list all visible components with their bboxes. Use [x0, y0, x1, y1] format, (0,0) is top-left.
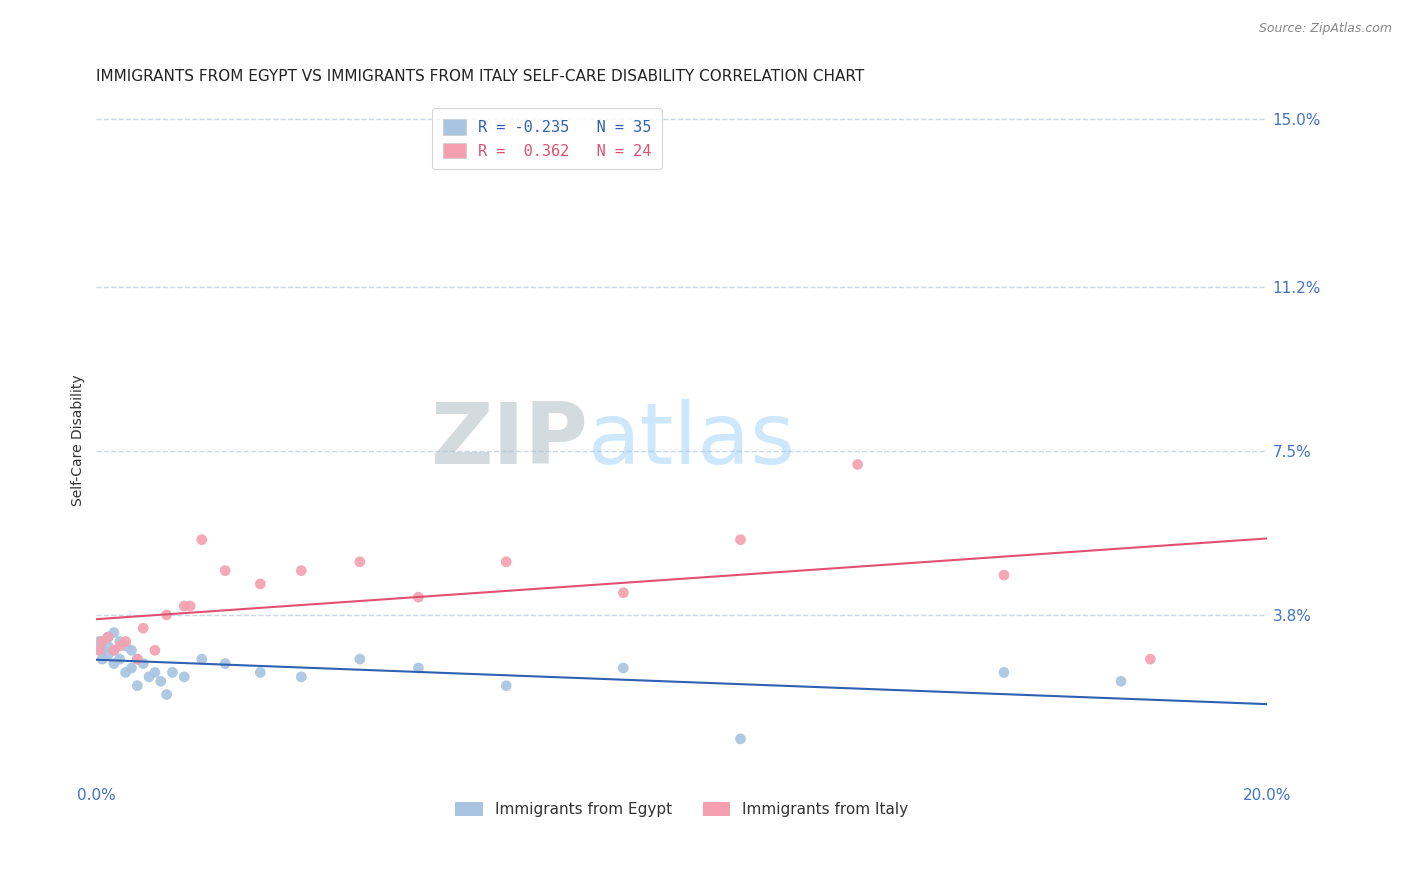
Point [993, 568, 1015, 582]
Point [190, 533, 212, 547]
Point [121, 643, 143, 657]
Text: ZIP: ZIP [430, 399, 588, 482]
Point [127, 652, 149, 666]
Point [846, 458, 869, 472]
Point [143, 665, 166, 680]
Point [103, 643, 125, 657]
Point [1139, 652, 1161, 666]
Point [103, 657, 125, 671]
Point [103, 643, 125, 657]
Point [290, 670, 312, 684]
Point [108, 634, 131, 648]
Point [91, 643, 114, 657]
Point [730, 731, 752, 746]
Point [349, 652, 371, 666]
Point [127, 679, 149, 693]
Point [89, 634, 111, 648]
Y-axis label: Self-Care Disability: Self-Care Disability [72, 375, 86, 506]
Point [97, 648, 120, 662]
Point [162, 665, 184, 680]
Point [249, 665, 271, 680]
Legend: Immigrants from Egypt, Immigrants from Italy: Immigrants from Egypt, Immigrants from I… [449, 797, 915, 823]
Text: IMMIGRANTS FROM EGYPT VS IMMIGRANTS FROM ITALY SELF-CARE DISABILITY CORRELATION : IMMIGRANTS FROM EGYPT VS IMMIGRANTS FROM… [97, 69, 865, 84]
Point [97, 630, 120, 644]
Point [214, 657, 236, 671]
Point [495, 555, 517, 569]
Point [612, 586, 634, 600]
Text: Source: ZipAtlas.com: Source: ZipAtlas.com [1258, 22, 1392, 36]
Text: atlas: atlas [588, 399, 796, 482]
Point [127, 652, 149, 666]
Point [138, 670, 160, 684]
Point [156, 688, 179, 702]
Point [108, 652, 131, 666]
Point [495, 679, 517, 693]
Point [89, 643, 111, 657]
Point [290, 564, 312, 578]
Point [1109, 674, 1132, 689]
Point [91, 652, 114, 666]
Point [408, 591, 430, 605]
Point [156, 607, 179, 622]
Point [97, 639, 120, 653]
Point [179, 599, 201, 613]
Point [993, 665, 1015, 680]
Point [132, 621, 155, 635]
Point [91, 634, 114, 648]
Point [121, 661, 143, 675]
Point [214, 564, 236, 578]
Point [149, 674, 172, 689]
Point [249, 577, 271, 591]
Point [408, 661, 430, 675]
Point [190, 652, 212, 666]
Point [132, 657, 155, 671]
Point [173, 599, 195, 613]
Point [173, 670, 195, 684]
Point [114, 639, 136, 653]
Point [97, 630, 120, 644]
Point [114, 634, 136, 648]
Point [612, 661, 634, 675]
Point [103, 625, 125, 640]
Point [114, 665, 136, 680]
Point [143, 643, 166, 657]
Point [349, 555, 371, 569]
Point [730, 533, 752, 547]
Point [108, 639, 131, 653]
